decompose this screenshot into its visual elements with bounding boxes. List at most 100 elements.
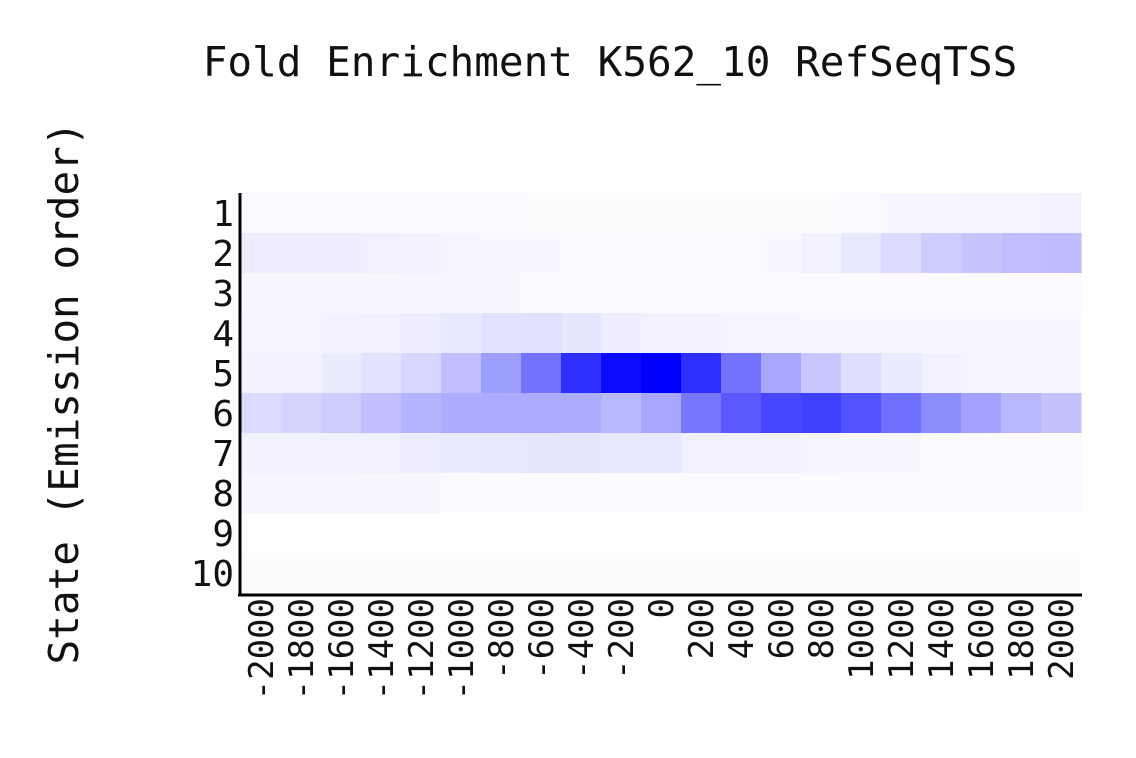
y-axis-label: State (Emission order) (40, 121, 88, 664)
heatmap-cell (321, 193, 362, 234)
y-tick-label: 10 (191, 554, 234, 595)
y-tick-label: 2 (212, 234, 234, 275)
heatmap-cell (601, 433, 642, 474)
heatmap-cell (961, 433, 1002, 474)
heatmap-cell (441, 233, 482, 274)
heatmap-cell (721, 513, 762, 554)
heatmap-cell (521, 473, 562, 514)
heatmap-cell (521, 193, 562, 234)
heatmap-cell (921, 433, 962, 474)
heatmap-cell (841, 393, 882, 434)
heatmap-cell (881, 553, 922, 594)
heatmap-cell (561, 513, 602, 554)
heatmap-cell (641, 473, 682, 514)
heatmap-cell (681, 473, 722, 514)
x-tick-label: 1800 (1002, 598, 1042, 680)
heatmap-cell (801, 193, 842, 234)
heatmap-cell (721, 353, 762, 394)
heatmap-cell (921, 513, 962, 554)
heatmap-cell (521, 553, 562, 594)
x-tick-label: -800 (482, 598, 522, 680)
heatmap-cell (881, 433, 922, 474)
heatmap-cell (1041, 553, 1082, 594)
heatmap-cell (521, 273, 562, 314)
heatmap-cell (441, 353, 482, 394)
heatmap-cell (441, 433, 482, 474)
heatmap-cell (921, 473, 962, 514)
heatmap-cell (521, 513, 562, 554)
heatmap-cell (961, 513, 1002, 554)
heatmap-cell (761, 353, 802, 394)
heatmap-cell (641, 433, 682, 474)
heatmap-cell (601, 233, 642, 274)
heatmap-cell (281, 193, 322, 234)
heatmap-cell (281, 393, 322, 434)
heatmap-cell (441, 313, 482, 354)
heatmap-cell (681, 273, 722, 314)
x-tick-label: 1000 (842, 598, 882, 680)
heatmap-cell (521, 433, 562, 474)
x-tick-label: 0 (642, 598, 682, 618)
heatmap-cell (761, 473, 802, 514)
heatmap-cell (761, 513, 802, 554)
heatmap-cell (801, 513, 842, 554)
heatmap-cell (641, 273, 682, 314)
chart-title: Fold Enrichment K562_10 RefSeqTSS (203, 38, 1018, 86)
heatmap-cell (241, 353, 282, 394)
heatmap-cell (241, 513, 282, 554)
heatmap-cell (1041, 513, 1082, 554)
heatmap-cell (1001, 473, 1042, 514)
heatmap-cell (361, 553, 402, 594)
heatmap-cell (361, 353, 402, 394)
heatmap-cell (841, 273, 882, 314)
heatmap-cell (241, 553, 282, 594)
heatmap-cell (561, 193, 602, 234)
heatmap-cell (281, 273, 322, 314)
heatmap-cell (881, 273, 922, 314)
heatmap-cell (241, 473, 282, 514)
heatmap-cell (281, 313, 322, 354)
heatmap-cell (641, 393, 682, 434)
y-tick-label: 5 (212, 354, 234, 395)
heatmap-cell (761, 313, 802, 354)
heatmap-cell (321, 233, 362, 274)
x-tick-label: -1000 (442, 598, 482, 700)
heatmap-cell (521, 313, 562, 354)
heatmap-cell (681, 233, 722, 274)
heatmap-cell (601, 353, 642, 394)
heatmap-cell (361, 473, 402, 514)
heatmap-cell (401, 233, 442, 274)
x-tick-label: -1800 (282, 598, 322, 700)
heatmap-cell (321, 353, 362, 394)
heatmap-cell (561, 473, 602, 514)
heatmap-cell (401, 273, 442, 314)
heatmap-cell (281, 433, 322, 474)
heatmap-cell (921, 313, 962, 354)
heatmap-cell (321, 513, 362, 554)
heatmap-cell (601, 553, 642, 594)
heatmap-cell (961, 393, 1002, 434)
heatmap-cell (401, 353, 442, 394)
heatmap-cell (241, 273, 282, 314)
heatmap-cell (601, 473, 642, 514)
heatmap-cell (1041, 313, 1082, 354)
heatmap-cell (361, 273, 402, 314)
heatmap-cell (361, 193, 402, 234)
heatmap-cell (321, 433, 362, 474)
heatmap-cell (1041, 473, 1082, 514)
heatmap-cell (881, 473, 922, 514)
heatmap-cell (561, 273, 602, 314)
heatmap-cell (481, 433, 522, 474)
heatmap-cell (841, 513, 882, 554)
heatmap-cell (361, 393, 402, 434)
heatmap-cell (761, 233, 802, 274)
x-tick-labels: -2000 -1800 -1600 -1400 -1200 -1000 -800 -600 -4… (242, 598, 1082, 700)
heatmap-cell (681, 513, 722, 554)
heatmap-cell (801, 433, 842, 474)
heatmap-cell (401, 433, 442, 474)
y-tick-label: 7 (212, 434, 234, 475)
y-tick-label: 6 (212, 394, 234, 435)
heatmap-cell (321, 553, 362, 594)
x-tick-label: -2000 (242, 598, 282, 700)
